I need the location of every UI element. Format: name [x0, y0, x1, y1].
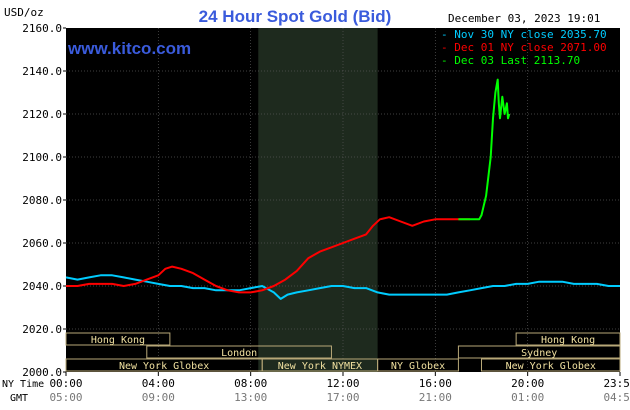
- session-bar-box: [146, 345, 332, 359]
- x-tick-label-gmt: 17:00: [326, 391, 359, 404]
- session-bar-box: [457, 345, 621, 359]
- x-tick-label-gmt: 09:00: [142, 391, 175, 404]
- session-label: Hong Kong: [91, 335, 145, 346]
- chart-title: 24 Hour Spot Gold (Bid): [199, 7, 392, 26]
- legend-entry: - Dec 01 NY close 2071.00: [441, 41, 607, 54]
- series-line-1: [66, 216, 470, 294]
- x-tick-label-gmt: 13:00: [234, 391, 267, 404]
- price-series: [65, 78, 620, 300]
- y-tick-label: 2100.0: [22, 151, 62, 164]
- session-bar: NY Globex: [377, 358, 459, 372]
- y-axis-ticks: 2160.0 2140.0 2120.0 2100.0 2080.0 2060.0 2040…: [22, 22, 66, 379]
- x-tick-label-ny: 00:00: [49, 377, 82, 390]
- session-label: Hong Kong: [541, 335, 595, 346]
- legend-entry: - Dec 03 Last 2113.70: [441, 54, 580, 67]
- x-tick-label-ny: 04:00: [142, 377, 175, 390]
- legend: - Nov 30 NY close 2035.70- Dec 01 NY clo…: [441, 28, 607, 67]
- session-bar: Hong Kong: [515, 332, 621, 346]
- y-unit-label: USD/oz: [4, 6, 44, 19]
- gmt-label: GMT: [10, 393, 28, 404]
- session-bar: London: [146, 345, 332, 359]
- legend-entry: - Nov 30 NY close 2035.70: [441, 28, 607, 41]
- y-tick-label: 2040.0: [22, 280, 62, 293]
- y-tick-label: 2160.0: [22, 22, 62, 35]
- x-tick-label-ny: 16:00: [419, 377, 452, 390]
- x-tick-label-gmt: 05:00: [49, 391, 82, 404]
- x-tick-label-ny: 20:00: [511, 377, 544, 390]
- market-sessions: Hong Kong Hong Kong London Sydney New York G…: [65, 332, 621, 372]
- y-tick-label: 2120.0: [22, 108, 62, 121]
- y-tick-label: 2000.0: [22, 366, 62, 379]
- site-url: www.kitco.com: [67, 39, 191, 58]
- session-bar-box: [65, 332, 171, 346]
- session-bar: New York Globex: [481, 358, 621, 372]
- session-label: NY Globex: [391, 361, 445, 372]
- y-tick-label: 2140.0: [22, 65, 62, 78]
- series-line-0: [65, 274, 620, 300]
- session-label: New York Globex: [119, 361, 209, 372]
- x-tick-label-gmt: 21:00: [419, 391, 452, 404]
- session-label: New York Globex: [506, 361, 596, 372]
- session-bar: Hong Kong: [65, 332, 171, 346]
- x-tick-label-gmt: 01:00: [511, 391, 544, 404]
- session-label: Sydney: [521, 348, 557, 359]
- y-tick-label: 2080.0: [22, 194, 62, 207]
- session-bar-box: [515, 332, 621, 346]
- y-tick-label: 2060.0: [22, 237, 62, 250]
- y-tick-label: 2020.0: [22, 323, 62, 336]
- x-tick-label-ny: 08:00: [234, 377, 267, 390]
- session-bar: Sydney: [457, 345, 621, 359]
- session-label: London: [221, 348, 257, 359]
- series-line-2: [458, 78, 511, 221]
- session-label: New York NYMEX: [278, 361, 362, 372]
- session-bar: New York NYMEX: [261, 358, 379, 372]
- grid-lines: [66, 28, 620, 372]
- x-tick-label-ny: 12:00: [326, 377, 359, 390]
- session-bar-box: [481, 358, 621, 372]
- x-tick-label-ny: 23:59: [603, 377, 630, 390]
- ny-time-label: NY Time: [2, 379, 44, 390]
- chart-timestamp: December 03, 2023 19:01: [448, 12, 600, 25]
- x-tick-label-gmt: 04:59: [603, 391, 630, 404]
- session-bar-box: [377, 358, 459, 372]
